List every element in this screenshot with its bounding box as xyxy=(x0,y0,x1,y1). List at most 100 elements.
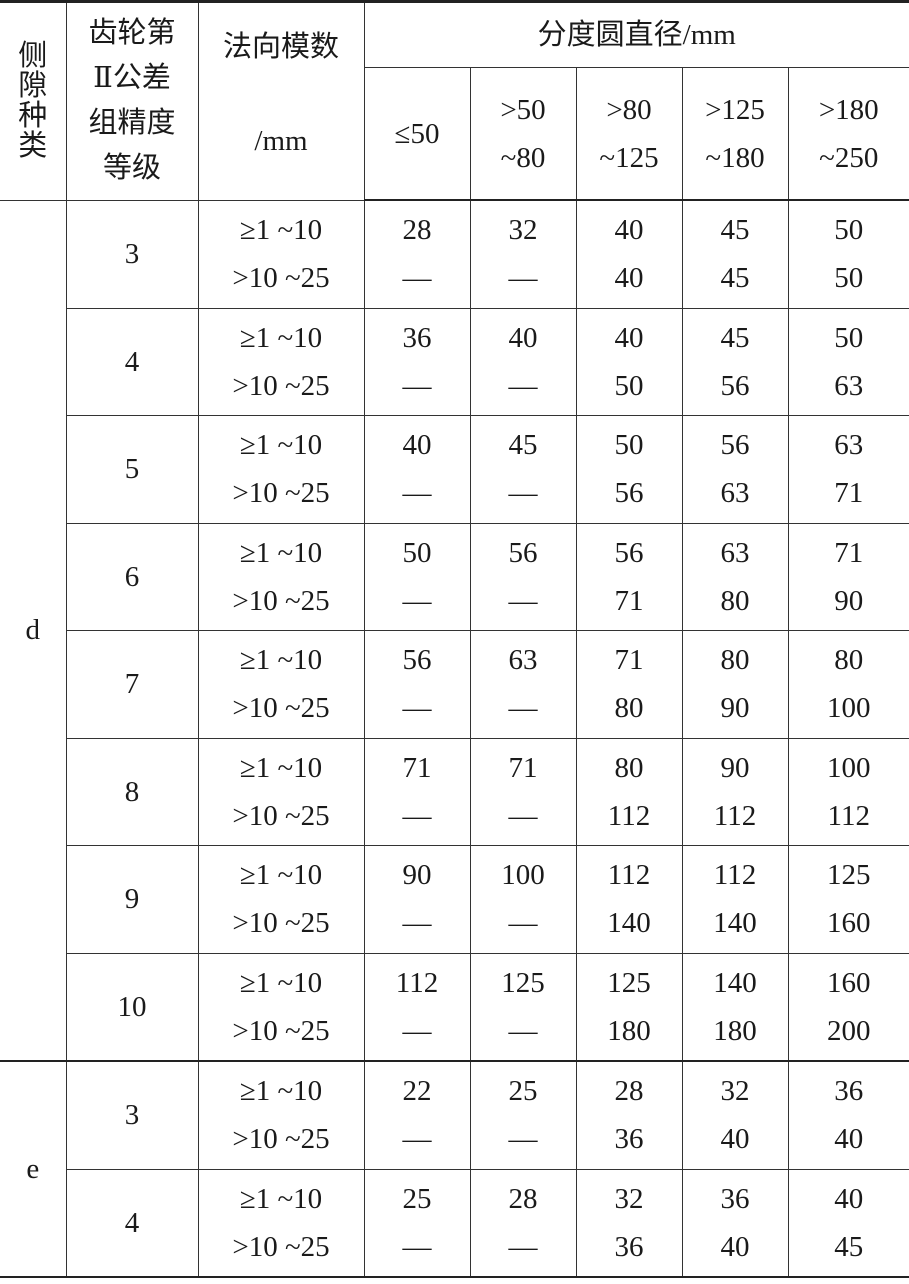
value: 90 xyxy=(834,584,864,617)
grade-cell: 3 xyxy=(65,199,199,309)
value: 50 xyxy=(834,214,864,247)
header-module: 法向模数 /mm xyxy=(197,1,365,201)
range-label: >80 xyxy=(606,93,652,126)
value: 25 xyxy=(402,1182,432,1215)
value: 25 xyxy=(508,1075,538,1108)
value-cell: 32 — xyxy=(469,199,577,309)
value: — xyxy=(402,692,432,725)
value: 71 xyxy=(614,584,644,617)
value: 125 xyxy=(501,966,545,999)
value-cell: 50 63 xyxy=(787,307,909,416)
value-cell: 125 160 xyxy=(787,845,909,954)
value: — xyxy=(508,369,538,402)
value-cell: 125 — xyxy=(469,952,577,1062)
value: 180 xyxy=(607,1014,651,1047)
table-row: 9 ≥1 ~10 >10 ~25 90—100—112 140 112 140 125 160 xyxy=(0,845,909,954)
value: — xyxy=(402,584,432,617)
module-range: ≥1 ~10 xyxy=(239,751,323,784)
value: 80 xyxy=(614,751,644,784)
range-label: ≤50 xyxy=(394,117,440,150)
range-label: ~250 xyxy=(819,141,879,174)
value: — xyxy=(508,584,538,617)
value: 63 xyxy=(834,369,864,402)
value-cell: 32 36 xyxy=(575,1168,683,1278)
value-cell: 50 56 xyxy=(575,415,683,524)
value: 112 xyxy=(607,859,651,892)
value-cell: 100 — xyxy=(469,845,577,954)
value-cell: 45 45 xyxy=(681,199,789,309)
value-cell: 45 56 xyxy=(681,307,789,416)
value: 140 xyxy=(713,966,757,999)
value: — xyxy=(402,1230,432,1263)
value: — xyxy=(402,799,432,832)
table-row: 6 ≥1 ~10 >10 ~25 50—56—56 71 63 80 71 90 xyxy=(0,522,909,631)
value: 36 xyxy=(402,321,432,354)
table-row: e 3 ≥1 ~10 >10 ~25 22—25—28 36 32 40 36 40 xyxy=(0,1060,909,1278)
value: 71 xyxy=(508,751,538,784)
value: 160 xyxy=(827,907,871,940)
value: — xyxy=(508,1230,538,1263)
value-cell: 80 112 xyxy=(575,737,683,846)
value: 56 xyxy=(720,369,750,402)
value-cell: 63 — xyxy=(469,630,577,739)
header-diameter-title: 分度圆直径/mm xyxy=(363,1,909,68)
value: 125 xyxy=(827,859,871,892)
value-cell: 36 40 xyxy=(681,1168,789,1278)
value: 40 xyxy=(614,321,644,354)
value: 180 xyxy=(713,1014,757,1047)
value-cell: 80 90 xyxy=(681,630,789,739)
value-cell: 100 112 xyxy=(787,737,909,846)
module-cell: ≥1 ~10 >10 ~25 xyxy=(197,199,365,309)
value: 32 xyxy=(720,1075,750,1108)
value: 80 xyxy=(720,644,750,677)
range-label: >125 xyxy=(705,93,765,126)
module-range: >10 ~25 xyxy=(232,907,330,940)
table-row: 5 ≥1 ~10 >10 ~25 40—45—50 56 56 63 63 71 xyxy=(0,415,909,524)
value: 45 xyxy=(720,214,750,247)
value-cell: 28 36 xyxy=(575,1060,683,1170)
module-cell: ≥1 ~10 >10 ~25 xyxy=(197,307,365,416)
module-range: ≥1 ~10 xyxy=(239,321,323,354)
value: 40 xyxy=(720,1123,750,1156)
value: 100 xyxy=(501,859,545,892)
table-row: 7 ≥1 ~10 >10 ~25 56—63—71 80 80 90 80 100 xyxy=(0,630,909,739)
header-diameter-range: >125 ~180 xyxy=(681,67,789,201)
value-cell: 40 50 xyxy=(575,307,683,416)
module-range: ≥1 ~10 xyxy=(239,966,323,999)
value: 28 xyxy=(402,214,432,247)
value: 40 xyxy=(402,429,432,462)
value: 112 xyxy=(607,799,651,832)
value: 56 xyxy=(720,429,750,462)
value: 40 xyxy=(614,214,644,247)
value: 80 xyxy=(834,644,864,677)
module-range: >10 ~25 xyxy=(232,262,330,294)
value-cell: 140 180 xyxy=(681,952,789,1062)
value-cell: 71 — xyxy=(363,737,471,846)
value: — xyxy=(402,262,432,295)
value: 50 xyxy=(614,369,644,402)
value-cell: 50 — xyxy=(363,522,471,631)
value: 45 xyxy=(720,321,750,354)
value-cell: 71 90 xyxy=(787,522,909,631)
value-cell: 63 80 xyxy=(681,522,789,631)
table-row: 10 ≥1 ~10 >10 ~25 112—125—125 180 140 180 160 20… xyxy=(0,952,909,1062)
value: 63 xyxy=(508,644,538,677)
value: 40 xyxy=(834,1123,864,1156)
module-cell: ≥1 ~10 >10 ~25 xyxy=(197,630,365,739)
value-cell: 28 — xyxy=(469,1168,577,1278)
value: 71 xyxy=(402,751,432,784)
value: 50 xyxy=(834,262,864,295)
value: 71 xyxy=(834,477,864,510)
value: — xyxy=(508,799,538,832)
table-row: d 3 ≥1 ~10 >10 ~25 28—32—40 40 45 45 50 50 xyxy=(0,199,909,1062)
module-range: ≥1 ~10 xyxy=(239,1075,323,1108)
value: — xyxy=(402,1014,432,1047)
value-cell: 125 180 xyxy=(575,952,683,1062)
value: 63 xyxy=(720,536,750,569)
value: 22 xyxy=(402,1075,432,1108)
module-range: >10 ~25 xyxy=(232,1014,330,1047)
value-cell: 50 50 xyxy=(787,199,909,309)
value: — xyxy=(508,907,538,940)
value: 63 xyxy=(720,477,750,510)
